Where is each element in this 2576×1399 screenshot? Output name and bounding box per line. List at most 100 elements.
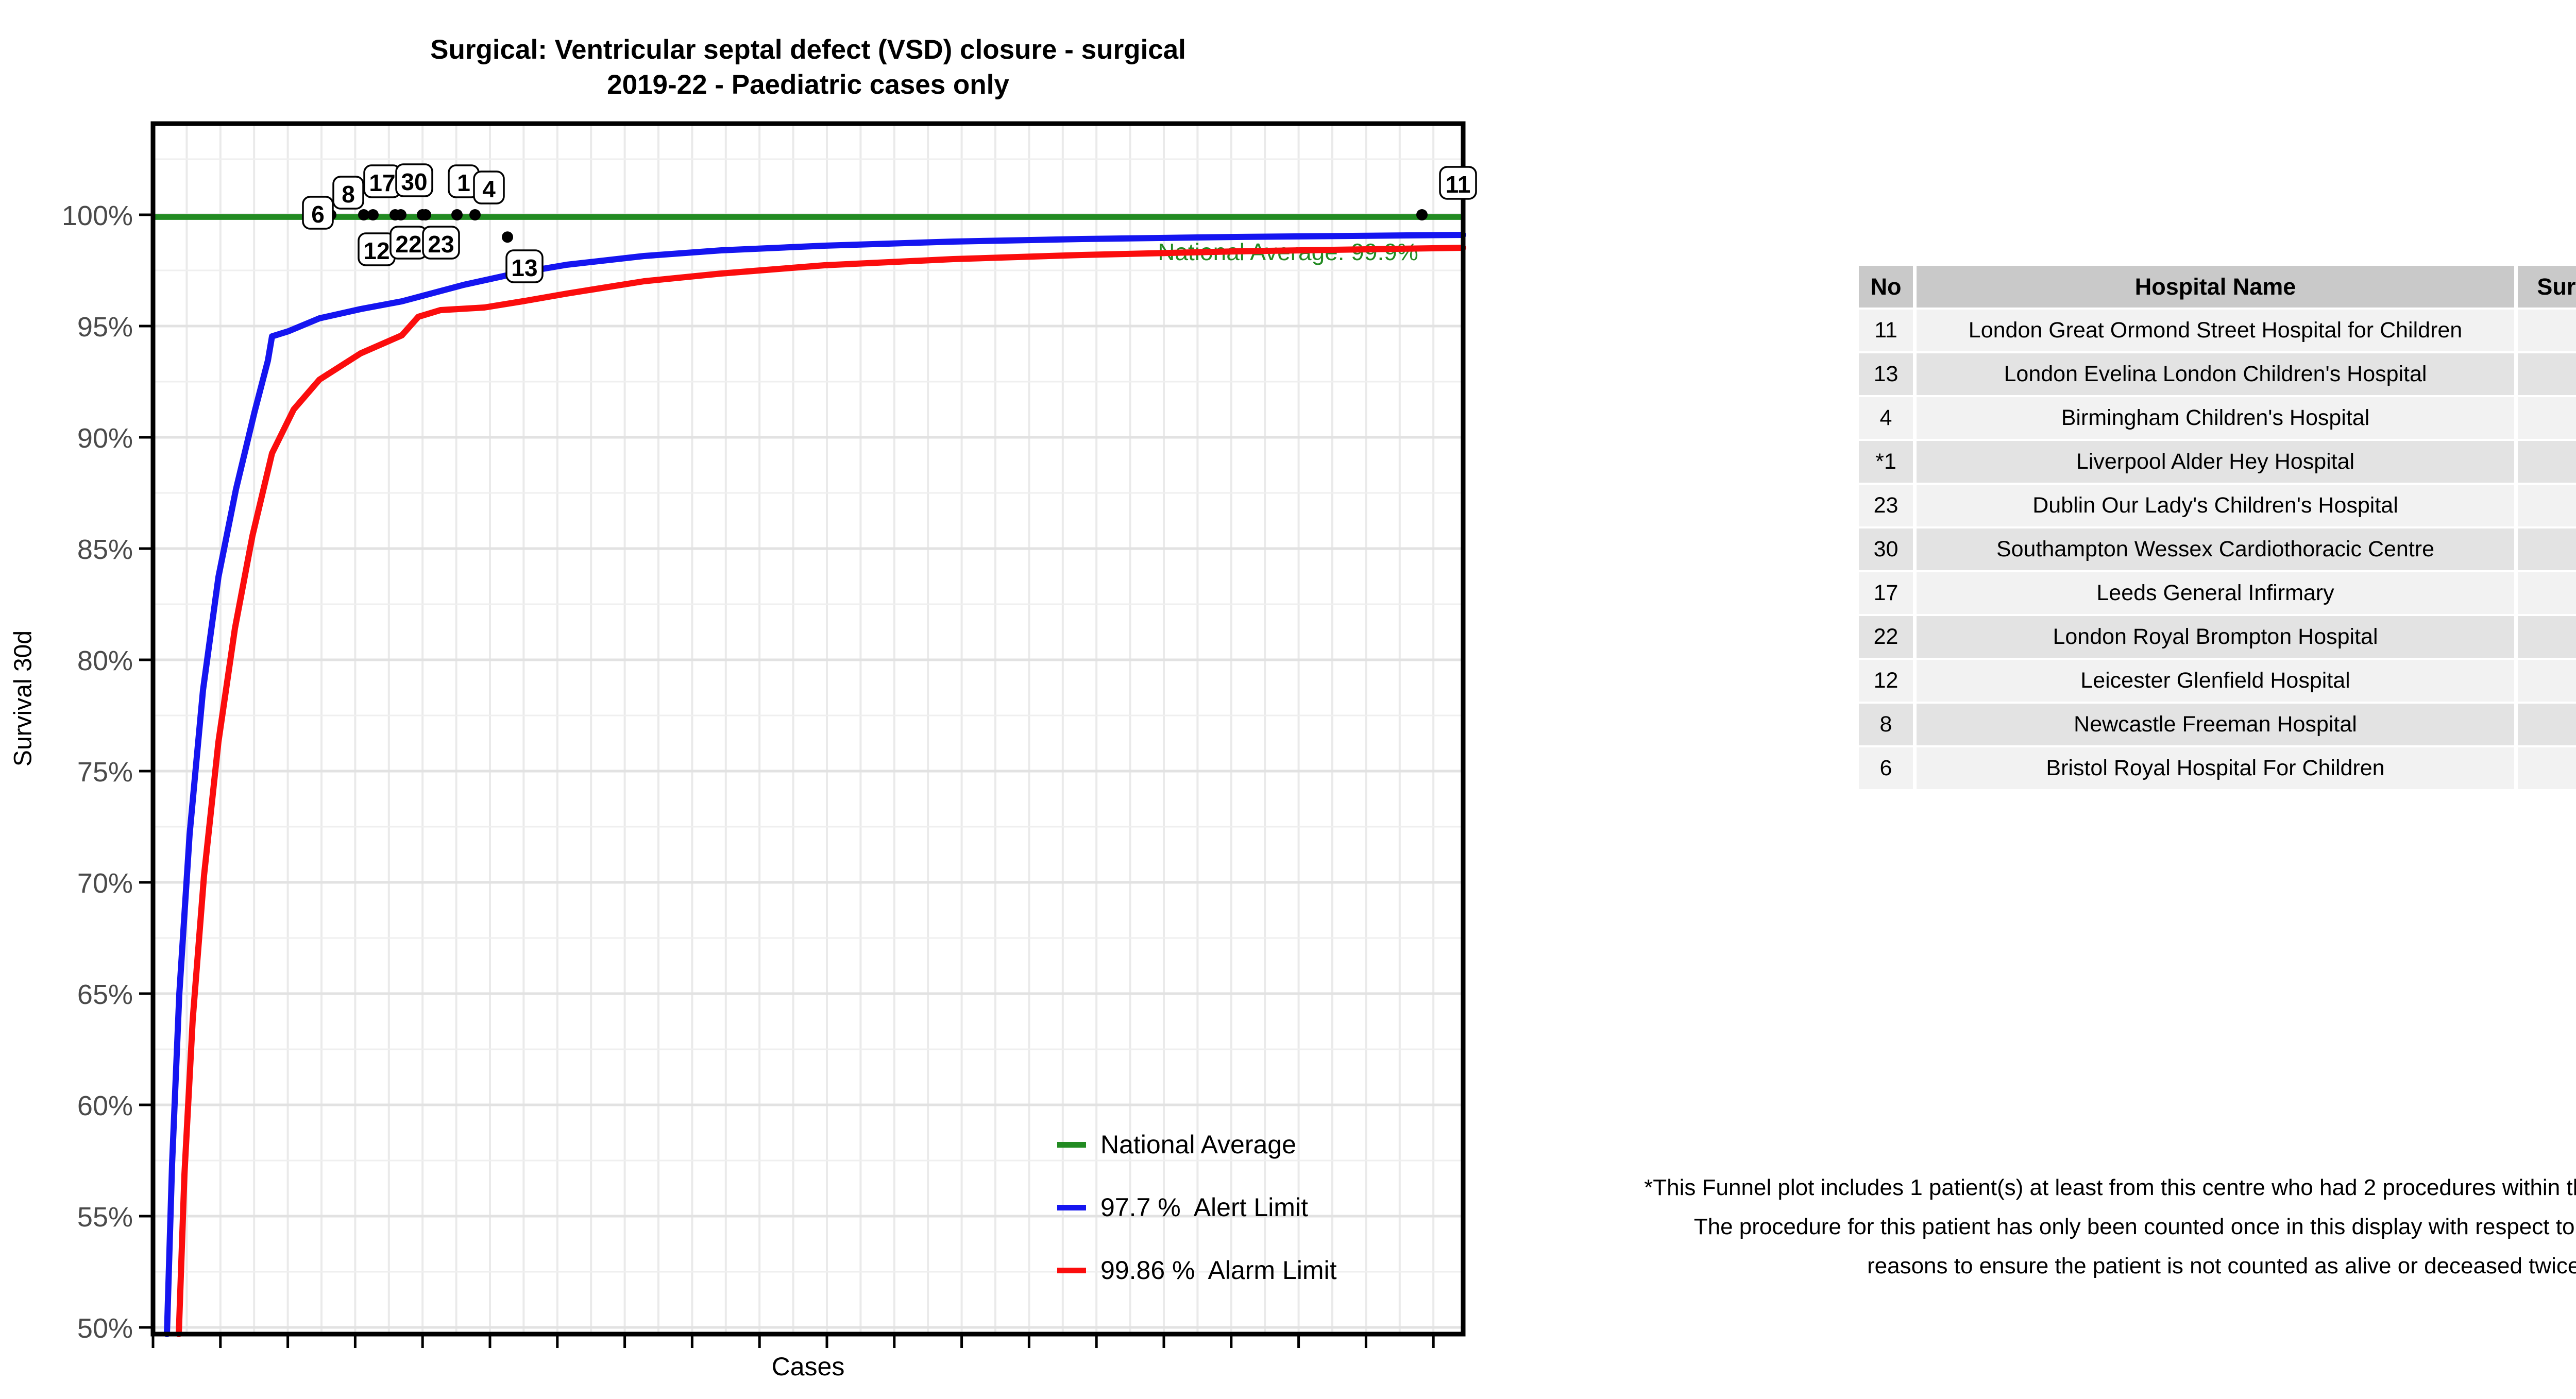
cell-no: 13 bbox=[1859, 353, 1913, 395]
column-header-survival-30d: Survival 30d bbox=[2518, 266, 2576, 308]
point-label-box bbox=[332, 176, 364, 210]
cell-survival-30d: 100% bbox=[2518, 528, 2576, 570]
cell-no: 22 bbox=[1859, 616, 1913, 658]
y-tick-label: 60% bbox=[77, 1090, 133, 1121]
data-point-dot bbox=[469, 209, 481, 220]
cell-survival-30d: 100% bbox=[2518, 310, 2576, 351]
table-row: 30 Southampton Wessex Cardiothoracic Cent… bbox=[1859, 528, 2576, 570]
data-point-dot bbox=[420, 209, 431, 220]
legend-label: 97.7 % Alert Limit bbox=[1100, 1193, 1308, 1222]
cell-survival-30d: 100% bbox=[2518, 660, 2576, 702]
alarm-limit-curve bbox=[176, 245, 1466, 1337]
point-label-box bbox=[473, 170, 505, 204]
column-header-hospital-name: Hospital Name bbox=[1917, 266, 2514, 308]
y-tick-label: 65% bbox=[77, 979, 133, 1010]
cell-hospital-name: London Evelina London Children's Hospita… bbox=[1917, 353, 2514, 395]
cell-no: *1 bbox=[1859, 441, 1913, 483]
footnote: *This Funnel plot includes 1 patient(s) … bbox=[1546, 1168, 2576, 1286]
table-header-row: No Hospital Name Survival 30d bbox=[1859, 266, 2576, 308]
table-row: 13 London Evelina London Children's Hospi… bbox=[1859, 353, 2576, 395]
point-label: 6 bbox=[311, 201, 325, 228]
point-label-box bbox=[395, 163, 433, 197]
alert-limit-line-swatch bbox=[1057, 1204, 1086, 1210]
cell-no: 30 bbox=[1859, 528, 1913, 570]
cell-no: 4 bbox=[1859, 397, 1913, 439]
plot-top-layer: 100% 95% 90% 85% 80% 75% 70% 65% 60% 55% 50% 68 12 17… bbox=[62, 121, 1477, 1348]
point-label: 12 bbox=[363, 237, 389, 264]
cell-no: 11 bbox=[1859, 310, 1913, 351]
y-tick-label: 80% bbox=[77, 645, 133, 676]
national-average-line-swatch bbox=[1057, 1141, 1086, 1148]
legend-item-alert-limit: 97.7 % Alert Limit bbox=[1057, 1192, 1337, 1223]
cell-survival-30d: 100% bbox=[2518, 704, 2576, 745]
cell-survival-30d: 100% bbox=[2518, 747, 2576, 789]
data-point-dot bbox=[1416, 209, 1428, 220]
legend-label: National Average bbox=[1100, 1130, 1296, 1159]
cell-hospital-name: Bristol Royal Hospital For Children bbox=[1917, 747, 2514, 789]
plot-border bbox=[150, 121, 1466, 1337]
point-label-box bbox=[505, 249, 544, 283]
plot-base-layer bbox=[153, 124, 1463, 1334]
data-point-dot bbox=[367, 209, 379, 220]
y-tick-label: 85% bbox=[77, 534, 133, 565]
legend-item-alarm-limit: 99.86 % Alarm Limit bbox=[1057, 1255, 1337, 1286]
cell-hospital-name: Newcastle Freeman Hospital bbox=[1917, 704, 2514, 745]
point-label: 22 bbox=[395, 231, 421, 258]
footnote-line: The procedure for this patient has only … bbox=[1693, 1214, 2576, 1239]
cell-no: 12 bbox=[1859, 660, 1913, 702]
point-label: 13 bbox=[511, 254, 537, 281]
point-label: 1 bbox=[457, 169, 470, 196]
legend-label: 99.86 % Alarm Limit bbox=[1100, 1256, 1337, 1285]
cell-no: 8 bbox=[1859, 704, 1913, 745]
point-label-box bbox=[302, 196, 334, 230]
cell-survival-30d: 100% bbox=[2518, 616, 2576, 658]
data-point-dot bbox=[451, 209, 463, 220]
alarm-limit-line-swatch bbox=[1057, 1267, 1086, 1273]
y-tick-label: 70% bbox=[77, 868, 133, 899]
point-label: 30 bbox=[401, 168, 427, 195]
cell-no: 23 bbox=[1859, 485, 1913, 526]
y-tick-label: 95% bbox=[77, 312, 133, 343]
point-label: 11 bbox=[1446, 171, 1471, 198]
cell-survival-30d: 99% bbox=[2518, 353, 2576, 395]
cell-no: 6 bbox=[1859, 747, 1913, 789]
cell-hospital-name: Southampton Wessex Cardiothoracic Centre bbox=[1917, 528, 2514, 570]
cell-hospital-name: London Great Ormond Street Hospital for … bbox=[1917, 310, 2514, 351]
y-tick-label: 50% bbox=[77, 1313, 133, 1344]
funnel-plot: National Average: 99.9% 100%95%90%85%80%… bbox=[62, 121, 1477, 1348]
column-header-no: No bbox=[1859, 266, 1913, 308]
cell-hospital-name: Birmingham Children's Hospital bbox=[1917, 397, 2514, 439]
cell-hospital-name: Liverpool Alder Hey Hospital bbox=[1917, 441, 2514, 483]
point-label: 4 bbox=[482, 176, 496, 202]
cell-hospital-name: Dublin Our Lady's Children's Hospital bbox=[1917, 485, 2514, 526]
chart-title: Surgical: Ventricular septal defect (VSD… bbox=[430, 35, 1186, 65]
data-point-dot bbox=[502, 231, 513, 243]
data-point-dot bbox=[395, 209, 406, 220]
cell-survival-30d: 100% bbox=[2518, 441, 2576, 483]
chart-subtitle: 2019-22 - Paediatric cases only bbox=[607, 70, 1009, 100]
point-label: 17 bbox=[369, 169, 395, 196]
cell-no: 17 bbox=[1859, 572, 1913, 614]
cell-survival-30d: 100% bbox=[2518, 485, 2576, 526]
point-label: 23 bbox=[428, 231, 454, 258]
footnote-line: reasons to ensure the patient is not cou… bbox=[1867, 1253, 2576, 1278]
cell-hospital-name: Leicester Glenfield Hospital bbox=[1917, 660, 2514, 702]
x-axis-title: Cases bbox=[771, 1352, 845, 1381]
y-tick-label: 75% bbox=[77, 757, 133, 788]
table-row: 11 London Great Ormond Street Hospital fo… bbox=[1859, 310, 2576, 351]
y-tick-label: 100% bbox=[62, 200, 133, 231]
cell-hospital-name: Leeds General Infirmary bbox=[1917, 572, 2514, 614]
cell-survival-30d: 100% bbox=[2518, 397, 2576, 439]
cell-survival-30d: 100% bbox=[2518, 572, 2576, 614]
cell-hospital-name: London Royal Brompton Hospital bbox=[1917, 616, 2514, 658]
chart-legend: National Average 97.7 % Alert Limit 99.8… bbox=[1057, 1129, 1337, 1318]
